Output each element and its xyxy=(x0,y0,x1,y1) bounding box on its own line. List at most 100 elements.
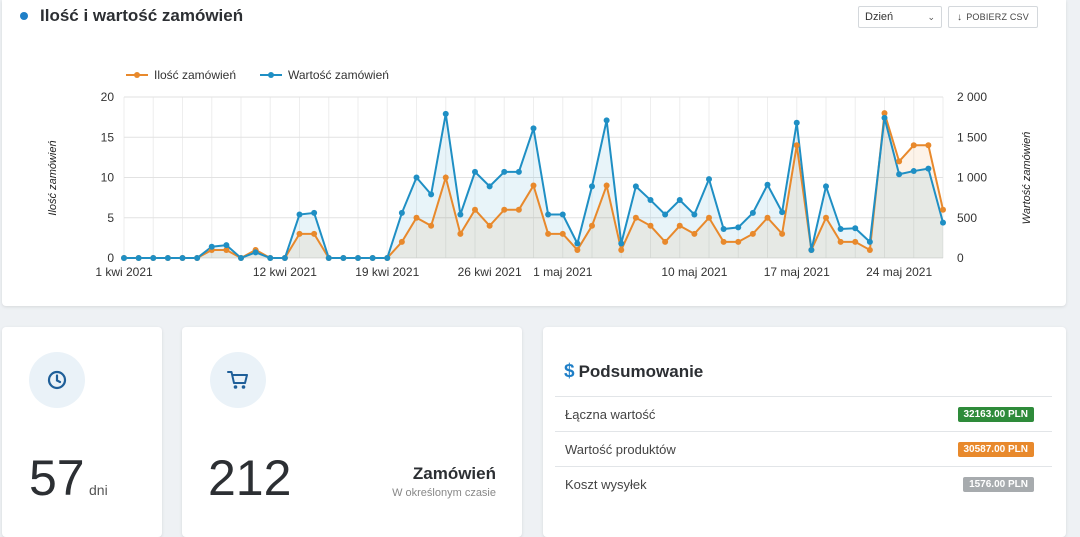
data-point xyxy=(910,168,917,175)
y-left-tick-label: 0 xyxy=(107,251,114,265)
legend-label: Wartość zamówień xyxy=(288,68,389,82)
data-point xyxy=(486,222,493,229)
data-point xyxy=(355,255,361,261)
data-point xyxy=(267,255,274,261)
data-point xyxy=(179,255,186,261)
data-point xyxy=(121,255,127,261)
data-point xyxy=(910,142,917,149)
data-point xyxy=(881,110,888,117)
y-right-tick-label: 500 xyxy=(957,211,977,225)
chevron-down-icon: ⌄ xyxy=(927,11,935,22)
data-point xyxy=(793,119,800,126)
data-point xyxy=(384,255,391,261)
days-unit: dni xyxy=(89,482,108,498)
data-point xyxy=(881,114,888,121)
summary-row-label: Wartość produktów xyxy=(565,441,676,457)
data-point xyxy=(574,240,581,247)
data-point xyxy=(194,255,201,261)
data-point xyxy=(676,222,683,229)
data-point xyxy=(662,238,669,245)
summary-value-badge: 30587.00 PLN xyxy=(957,441,1034,457)
x-tick-label: 24 maj 2021 xyxy=(866,265,932,279)
data-point xyxy=(559,230,566,237)
clock-icon xyxy=(47,370,67,390)
legend-swatch-dot xyxy=(268,72,274,78)
data-point xyxy=(691,230,698,237)
period-select[interactable]: Dzień ⌄ xyxy=(858,6,942,28)
data-point xyxy=(896,158,903,165)
chart-title-text: Ilość i wartość zamówień xyxy=(40,6,244,25)
data-point xyxy=(530,125,537,132)
data-point xyxy=(428,222,435,229)
data-point xyxy=(340,255,347,261)
data-point xyxy=(866,238,873,245)
data-point xyxy=(296,230,303,237)
x-tick-label: 19 kwi 2021 xyxy=(355,265,419,279)
data-point xyxy=(252,249,259,256)
summary-title: $ Podsumowanie xyxy=(564,361,703,383)
data-point xyxy=(925,165,932,172)
orders-sublabel: W określonym czasie xyxy=(392,487,496,499)
data-point xyxy=(413,214,420,221)
orders-chart: 0 5 10 15 20 0 500 1 000 1 500 2 000 Ilość zamówie… xyxy=(47,68,1033,279)
data-point xyxy=(647,222,654,229)
chart-card: 0 5 10 15 20 0 500 1 000 1 500 2 000 Ilość zamówie… xyxy=(2,0,1066,306)
x-tick-label: 26 kwi 2021 xyxy=(458,265,522,279)
days-card: 57 dni xyxy=(2,327,162,537)
data-point xyxy=(735,238,742,245)
dot-icon xyxy=(20,12,28,20)
summary-row-label: Koszt wysyłek xyxy=(565,476,647,492)
data-point xyxy=(647,197,654,204)
days-value: 57 xyxy=(29,450,85,506)
data-point xyxy=(398,238,405,245)
data-point xyxy=(164,255,171,261)
data-point xyxy=(691,211,698,218)
x-tick-label: 1 kwi 2021 xyxy=(95,265,153,279)
data-point xyxy=(837,238,844,245)
data-point xyxy=(808,246,815,253)
data-point xyxy=(515,168,522,175)
data-point xyxy=(706,214,712,221)
download-icon: ↓ xyxy=(957,11,963,23)
data-point xyxy=(515,206,522,213)
data-point xyxy=(325,255,332,261)
y-right-tick-label: 1 500 xyxy=(957,130,987,144)
summary-row-shipping: Koszt wysyłek 1576.00 PLN xyxy=(555,466,1052,501)
data-point xyxy=(545,230,552,237)
data-point xyxy=(457,230,464,237)
data-point xyxy=(428,191,435,198)
data-point xyxy=(896,171,903,178)
data-point xyxy=(779,209,786,216)
summary-card: $ Podsumowanie Łączna wartość 32163.00 P… xyxy=(543,327,1066,537)
data-point xyxy=(632,183,639,190)
data-point xyxy=(472,206,478,213)
summary-row-total: Łączna wartość 32163.00 PLN xyxy=(555,396,1052,431)
summary-value-badge: 1576.00 PLN xyxy=(963,476,1034,492)
data-point xyxy=(720,238,727,245)
data-point xyxy=(296,211,303,218)
orders-label: Zamówień xyxy=(412,464,496,483)
summary-title-text: Podsumowanie xyxy=(578,362,704,381)
data-point xyxy=(764,214,771,221)
download-csv-button[interactable]: ↓ POBIERZ CSV xyxy=(948,6,1038,28)
data-point xyxy=(311,209,318,216)
data-point xyxy=(852,225,859,232)
legend-swatch-dot xyxy=(134,72,140,78)
y-left-tick-label: 15 xyxy=(101,130,115,144)
y-left-tick-label: 5 xyxy=(107,211,114,225)
data-point xyxy=(706,176,712,183)
period-select-value: Dzień xyxy=(865,11,894,23)
data-point xyxy=(589,222,595,229)
data-point xyxy=(764,181,771,188)
clock-icon-circle xyxy=(29,352,85,408)
data-point xyxy=(311,230,318,237)
data-point xyxy=(369,255,376,261)
data-point xyxy=(852,238,859,245)
summary-row-products: Wartość produktów 30587.00 PLN xyxy=(555,431,1052,466)
data-point xyxy=(940,206,946,213)
data-point xyxy=(135,255,142,261)
x-tick-label: 1 maj 2021 xyxy=(533,265,593,279)
data-point xyxy=(574,246,581,253)
data-point xyxy=(793,142,800,149)
summary-row-label: Łączna wartość xyxy=(565,406,656,422)
